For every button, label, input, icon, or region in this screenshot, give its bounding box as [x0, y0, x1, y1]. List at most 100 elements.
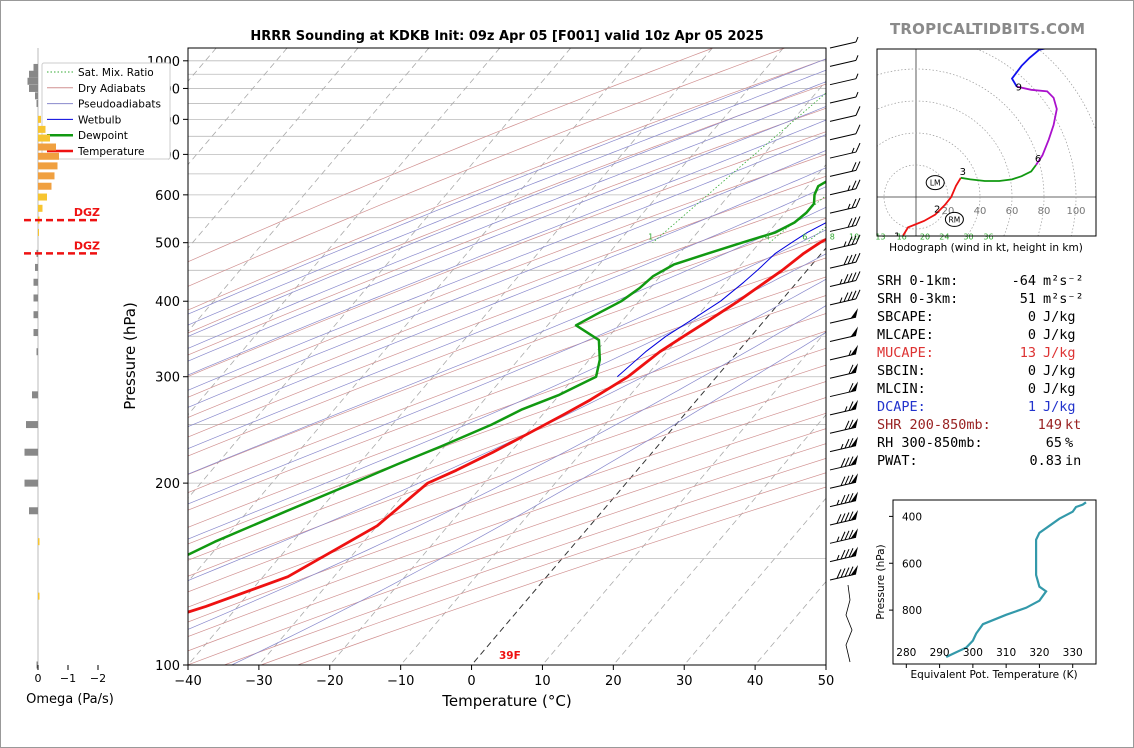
x-tick-label: 10 — [534, 674, 551, 689]
barb-flag — [840, 458, 846, 468]
x-tick-label: −30 — [245, 674, 272, 689]
parameter-value: 0 — [1027, 327, 1036, 343]
barb-half — [836, 499, 840, 506]
barb-flag — [848, 511, 854, 521]
omega-tick-label: −2 — [90, 672, 106, 685]
parameters-table: SRH 0-1km: -64 m²s⁻² SRH 0-3km: 51 m²s⁻² SBCAP… — [877, 272, 1092, 470]
moist-adiabat — [231, 331, 826, 665]
isotherm-line — [400, 163, 826, 665]
isotherm-line — [612, 414, 826, 665]
dry-adiabat — [188, 257, 826, 493]
omega-bar — [38, 193, 47, 201]
dry-adiabat — [188, 295, 826, 528]
legend: Sat. Mix. Ratio Dry Adiabats Pseudoadiabat… — [41, 62, 171, 160]
wind-barb — [829, 142, 861, 159]
parameter-unit: J/kg — [1043, 363, 1076, 379]
dry-adiabat — [188, 381, 826, 608]
mixing-ratio-line — [652, 92, 826, 244]
barb-staff — [829, 59, 857, 67]
moist-adiabat — [188, 134, 826, 391]
wind-barb — [829, 546, 858, 563]
parameter-value: 13 — [1019, 345, 1036, 361]
wind-barb — [829, 399, 858, 416]
dry-adiabat — [188, 397, 826, 623]
isotherm-line — [188, 48, 642, 583]
barb-pennant — [850, 308, 858, 320]
barb-flag — [851, 162, 857, 172]
parameter-value: 65 — [1045, 435, 1062, 451]
moist-adiabat — [188, 58, 826, 315]
parameter-label: SRH 0-3km: — [877, 291, 959, 307]
barb-flag — [844, 530, 850, 541]
parameter-row: RH 300-850mb: 65% — [877, 434, 1092, 452]
barb-flag — [847, 254, 853, 265]
barb-flag — [844, 567, 850, 577]
wind-barb — [829, 528, 858, 544]
mixing-ratio-label: 1 — [648, 233, 653, 242]
omega-tick-label: −1 — [60, 672, 76, 685]
hodo-ring-label: 40 — [974, 206, 987, 217]
omega-panel: DGZ DGZ 0 −1 −2 Omega (Pa/s) — [24, 48, 114, 707]
x-tick-label: −40 — [174, 674, 201, 689]
parameter-unit: J/kg — [1043, 327, 1076, 343]
wind-barb — [829, 509, 858, 526]
wind-barb — [829, 91, 859, 104]
wind-barb — [829, 55, 859, 67]
barb-flag — [855, 252, 861, 263]
parameter-row: DCAPE: 1 J/kg — [877, 398, 1092, 416]
omega-tick-label: 0 — [35, 672, 42, 685]
barb-flag — [840, 513, 846, 523]
hodo-height-label: 3 — [960, 167, 966, 178]
barb-staff — [829, 224, 857, 232]
hodo-height-label: 2 — [934, 205, 940, 216]
barb-flag — [855, 106, 861, 116]
parameter-unit: J/kg — [1043, 399, 1076, 415]
parameter-label: SRH 0-1km: — [877, 273, 959, 289]
barb-staff — [829, 261, 857, 269]
barb-flag — [847, 273, 853, 283]
wind-barb — [829, 308, 858, 324]
dry-adiabat — [188, 330, 826, 561]
barb-half — [855, 55, 859, 61]
barb-half — [836, 554, 840, 561]
hodo-marker — [944, 211, 964, 227]
wind-barb — [829, 418, 858, 434]
barb-pennant — [850, 528, 858, 540]
x-tick-label: −20 — [316, 674, 343, 689]
omega-bar — [38, 125, 46, 133]
parameter-value: 0 — [1027, 363, 1036, 379]
wind-barb — [829, 363, 858, 379]
hodo-marker-label: LM — [930, 179, 941, 188]
parameter-label: SHR 200-850mb: — [877, 417, 991, 433]
parameter-unit: J/kg — [1043, 381, 1076, 397]
parameter-unit: % — [1065, 435, 1074, 451]
parameter-unit: in — [1065, 453, 1082, 469]
barb-flag — [848, 419, 854, 430]
wind-barb — [829, 234, 861, 251]
barb-flag — [855, 216, 861, 226]
omega-bar — [36, 99, 38, 107]
parameter-unit: m²s⁻² — [1043, 273, 1084, 289]
omega-bar — [38, 204, 43, 212]
wind-barb — [829, 473, 858, 489]
barb-flag — [840, 531, 846, 541]
wind-barb — [829, 197, 861, 214]
theta-y-tick-label: 800 — [902, 605, 922, 617]
barb-staff — [829, 41, 857, 49]
moist-adiabat — [188, 119, 826, 376]
isotherm-line — [188, 48, 501, 416]
omega-bar — [38, 152, 59, 160]
barb-flag — [848, 493, 854, 503]
omega-bar — [36, 661, 38, 669]
hodo-segment — [1010, 49, 1048, 88]
hodo-ring — [877, 68, 1045, 236]
barb-flag — [851, 290, 857, 300]
parameter-value: 0 — [1027, 309, 1036, 325]
barb-flag — [847, 218, 853, 228]
parameter-row: PWAT: 0.83 in — [877, 452, 1092, 470]
theta-x-tick-label: 300 — [963, 647, 983, 659]
hodo-height-label: 9 — [1016, 83, 1022, 94]
parameter-label: RH 300-850mb: — [877, 435, 983, 451]
omega-bar — [38, 182, 52, 190]
parameter-unit: kt — [1065, 417, 1082, 433]
